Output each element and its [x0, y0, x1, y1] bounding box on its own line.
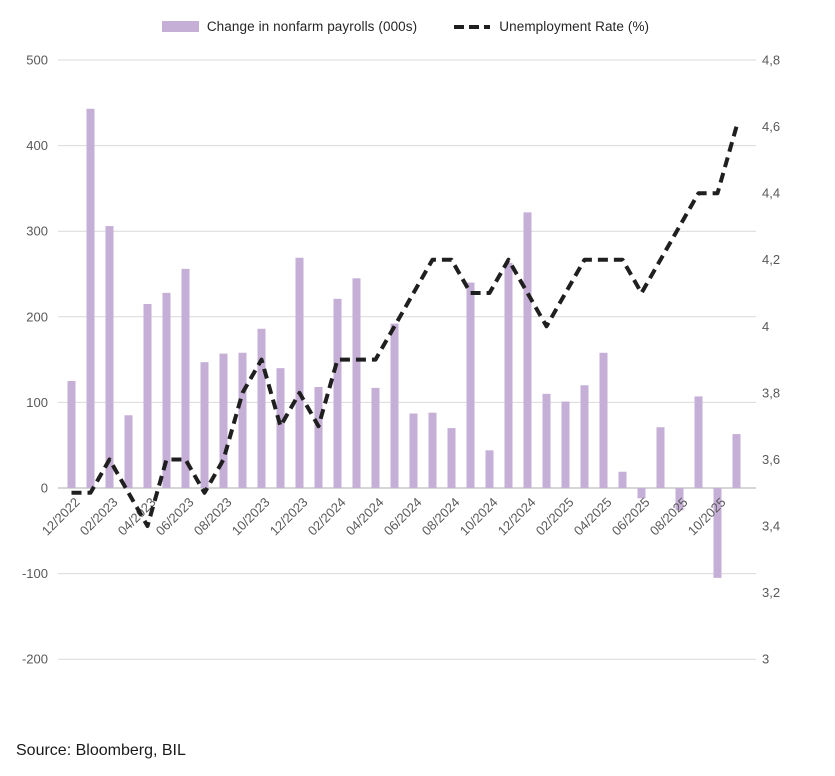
- payrolls-bar: [257, 328, 266, 488]
- dashed-line-swatch: [454, 24, 491, 29]
- x-axis-tick-label: 12/2024: [495, 495, 539, 539]
- payrolls-bar: [732, 434, 741, 488]
- payrolls-bar: [276, 368, 285, 488]
- payrolls-bar: [371, 387, 380, 488]
- legend-item-unemployment: Unemployment Rate (%): [453, 19, 649, 34]
- x-axis-tick-label: 08/2025: [647, 495, 691, 539]
- right-axis-tick-label: 4,8: [762, 53, 780, 68]
- payrolls-bar: [447, 428, 456, 488]
- payrolls-unemployment-chart: 500 400 300 200 100 0 -100 -200 4,8 4,6 4,4 4,2 4 3,8…: [22, 53, 780, 667]
- x-axis-tick-label: 12/2023: [267, 495, 311, 539]
- payrolls-bar: [694, 396, 703, 488]
- bar-series-swatch: [161, 21, 199, 32]
- left-axis-tick-label: 300: [26, 224, 48, 239]
- left-axis-tick-label: -100: [22, 566, 48, 581]
- right-axis-tick-label: 4,4: [762, 186, 780, 201]
- right-axis-tick-label: 4,2: [762, 252, 780, 267]
- x-axis-tick-label: 10/2024: [457, 495, 501, 539]
- legend-item-payrolls: Change in nonfarm payrolls (000s): [161, 19, 418, 34]
- payrolls-bar: [219, 353, 228, 488]
- payrolls-bar: [314, 386, 323, 488]
- payrolls-bar: [238, 352, 247, 488]
- payrolls-bar: [409, 413, 418, 488]
- left-axis-tick-label: 100: [26, 395, 48, 410]
- payrolls-bar: [523, 212, 532, 489]
- payrolls-bar: [333, 298, 342, 488]
- payrolls-bar: [637, 488, 646, 499]
- x-axis-tick-label: 02/2023: [77, 495, 121, 539]
- x-axis-tick-label: 08/2024: [419, 495, 463, 539]
- payrolls-bar: [143, 303, 152, 488]
- x-axis-tick-label: 02/2024: [305, 495, 349, 539]
- x-axis-tick-label: 08/2023: [191, 495, 235, 539]
- left-axis-tick-label: 500: [26, 53, 48, 68]
- source-note: Source: Bloomberg, BIL: [16, 742, 186, 759]
- x-axis-tick-label: 06/2024: [381, 495, 425, 539]
- unemployment-line: [71, 126, 739, 528]
- left-axis-tick-label: 400: [26, 138, 48, 153]
- payrolls-bar: [466, 282, 475, 488]
- payrolls-bar: [67, 381, 76, 488]
- legend-label-unemployment: Unemployment Rate (%): [499, 19, 650, 34]
- x-axis-tick-label: 04/2024: [343, 495, 387, 539]
- left-axis-tick-label: 200: [26, 309, 48, 324]
- payrolls-bar: [618, 471, 627, 488]
- payrolls-bar: [352, 278, 361, 488]
- payrolls-bar: [504, 262, 513, 488]
- payrolls-bar: [542, 393, 551, 488]
- payrolls-bar: [428, 412, 437, 488]
- right-axis-tick-label: 3,8: [762, 385, 780, 400]
- payrolls-bar: [485, 450, 494, 488]
- payrolls-bar: [124, 415, 133, 488]
- left-axis-tick-label: -200: [22, 652, 48, 667]
- payrolls-bar: [390, 323, 399, 488]
- x-axis-tick-label: 10/2025: [685, 495, 729, 539]
- right-axis-tick-label: 3: [762, 652, 769, 667]
- payrolls-bar: [713, 488, 722, 578]
- x-axis-tick-label: 10/2023: [229, 495, 273, 539]
- payrolls-bar: [561, 401, 570, 488]
- x-axis-tick-label: 12/2022: [39, 495, 83, 539]
- payrolls-bar: [200, 362, 209, 488]
- x-axis-tick-label: 06/2025: [609, 495, 653, 539]
- payrolls-bar: [656, 427, 665, 488]
- payrolls-bar: [162, 292, 171, 488]
- chart-legend: Change in nonfarm payrolls (000s) Unempl…: [0, 19, 835, 34]
- payrolls-bar: [675, 488, 684, 511]
- legend-label-payrolls: Change in nonfarm payrolls (000s): [206, 19, 418, 34]
- payrolls-bar: [181, 268, 190, 488]
- right-axis-tick-label: 4,6: [762, 119, 780, 134]
- right-axis-tick-label: 4: [762, 319, 769, 334]
- payrolls-bar: [105, 226, 114, 488]
- left-axis-tick-label: 0: [41, 481, 48, 496]
- x-axis-tick-label: 06/2023: [153, 495, 197, 539]
- right-axis-tick-label: 3,6: [762, 452, 780, 467]
- payrolls-bar: [86, 108, 95, 489]
- x-axis-tick-label: 02/2025: [533, 495, 577, 539]
- payrolls-bar: [580, 385, 589, 488]
- payrolls-bar: [295, 257, 304, 488]
- right-axis-tick-label: 3,4: [762, 519, 780, 534]
- x-axis-tick-label: 04/2025: [571, 495, 615, 539]
- payrolls-bar: [599, 352, 608, 488]
- right-axis-tick-label: 3,2: [762, 585, 780, 600]
